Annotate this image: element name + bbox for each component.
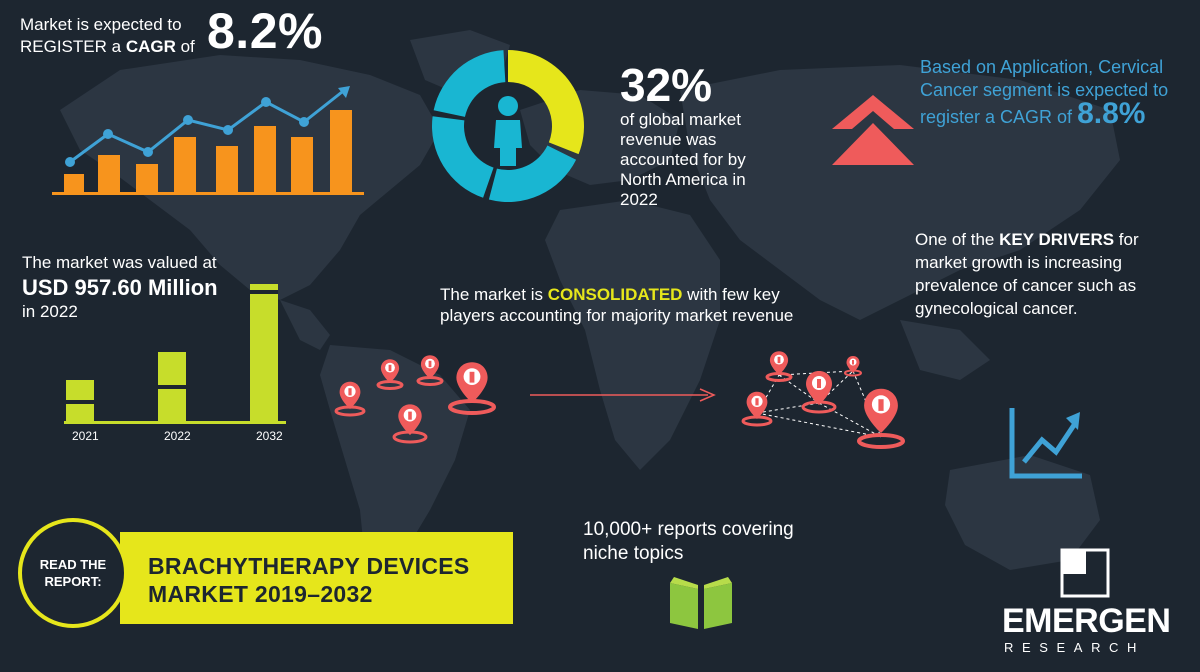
cagr-value: 8.2%: [207, 3, 323, 59]
location-pin-icon: [448, 362, 496, 415]
brand-subtitle: RESEARCH: [1004, 640, 1146, 655]
key-drivers-text: One of the KEY DRIVERS for market growth…: [915, 230, 1139, 318]
donut-segment-other: [433, 50, 506, 117]
year-bar-divider: [66, 400, 94, 404]
year-label-2021: 2021: [72, 429, 99, 443]
location-pin-icon: [765, 351, 793, 382]
pins-cluster-right: [741, 351, 905, 449]
map-africa: [545, 200, 720, 470]
valuation-label: The market was valued at: [22, 253, 217, 272]
report-title[interactable]: BRACHYTHERAPY DEVICES MARKET 2019–2032: [148, 552, 508, 608]
application-cagr-text: Based on Application, Cervical Cancer se…: [920, 57, 1169, 130]
donut-segment-other: [488, 145, 577, 202]
location-pin-icon: [857, 388, 905, 449]
double-chevron-up-icon: [832, 95, 914, 165]
pins-cluster-left: [334, 355, 496, 444]
year-label-2032: 2032: [256, 429, 283, 443]
year-bar-divider: [250, 290, 278, 294]
year-bar-2032: [250, 284, 278, 421]
location-pin-icon: [416, 355, 444, 386]
read-report-badge[interactable]: READ THE REPORT:: [18, 518, 128, 628]
location-pin-icon: [801, 371, 837, 414]
north-america-description: of global market revenue was accounted f…: [620, 110, 746, 209]
person-icon: [494, 96, 522, 166]
report-title-line-2: MARKET 2019–2032: [148, 581, 373, 607]
application-cagr-value: 8.8%: [1077, 97, 1146, 130]
arrow-right-icon: [530, 388, 716, 402]
location-pin-icon: [334, 381, 366, 417]
north-america-share-value: 32%: [620, 59, 713, 111]
year-label-2022: 2022: [164, 429, 191, 443]
reports-text: 10,000+ reports covering niche topics: [583, 519, 794, 564]
open-book-icon: [670, 577, 732, 629]
consolidated-text: The market is CONSOLIDATED with few key …: [440, 285, 794, 325]
location-pin-icon: [844, 356, 862, 377]
brand-name: EMERGEN: [1002, 602, 1171, 640]
donut-segment-other: [432, 116, 494, 198]
valuation-year: in 2022: [22, 302, 78, 321]
map-southeast-asia: [900, 320, 990, 380]
valuation-value: USD 957.60 Million: [22, 275, 218, 300]
location-pin-icon: [741, 391, 773, 427]
report-title-line-1: BRACHYTHERAPY DEVICES: [148, 553, 470, 579]
location-pin-icon: [376, 359, 404, 390]
year-bars-baseline: [64, 421, 286, 424]
cagr-label: Market is expected to REGISTER a CAGR of: [20, 15, 195, 56]
north-america-donut: [432, 50, 584, 202]
year-bars-chart: [64, 284, 286, 424]
map-central-america: [280, 300, 330, 350]
donut-segment-north-america: [508, 50, 584, 155]
year-bar-divider: [158, 385, 186, 389]
brand-logo-icon: [1060, 548, 1110, 598]
map-australia: [945, 455, 1100, 570]
growth-bar-chart-icon: [52, 86, 364, 195]
trend-up-icon: [1009, 408, 1082, 479]
report-banner[interactable]: [120, 532, 513, 624]
location-pin-icon: [392, 404, 428, 444]
map-asia: [680, 65, 1120, 320]
